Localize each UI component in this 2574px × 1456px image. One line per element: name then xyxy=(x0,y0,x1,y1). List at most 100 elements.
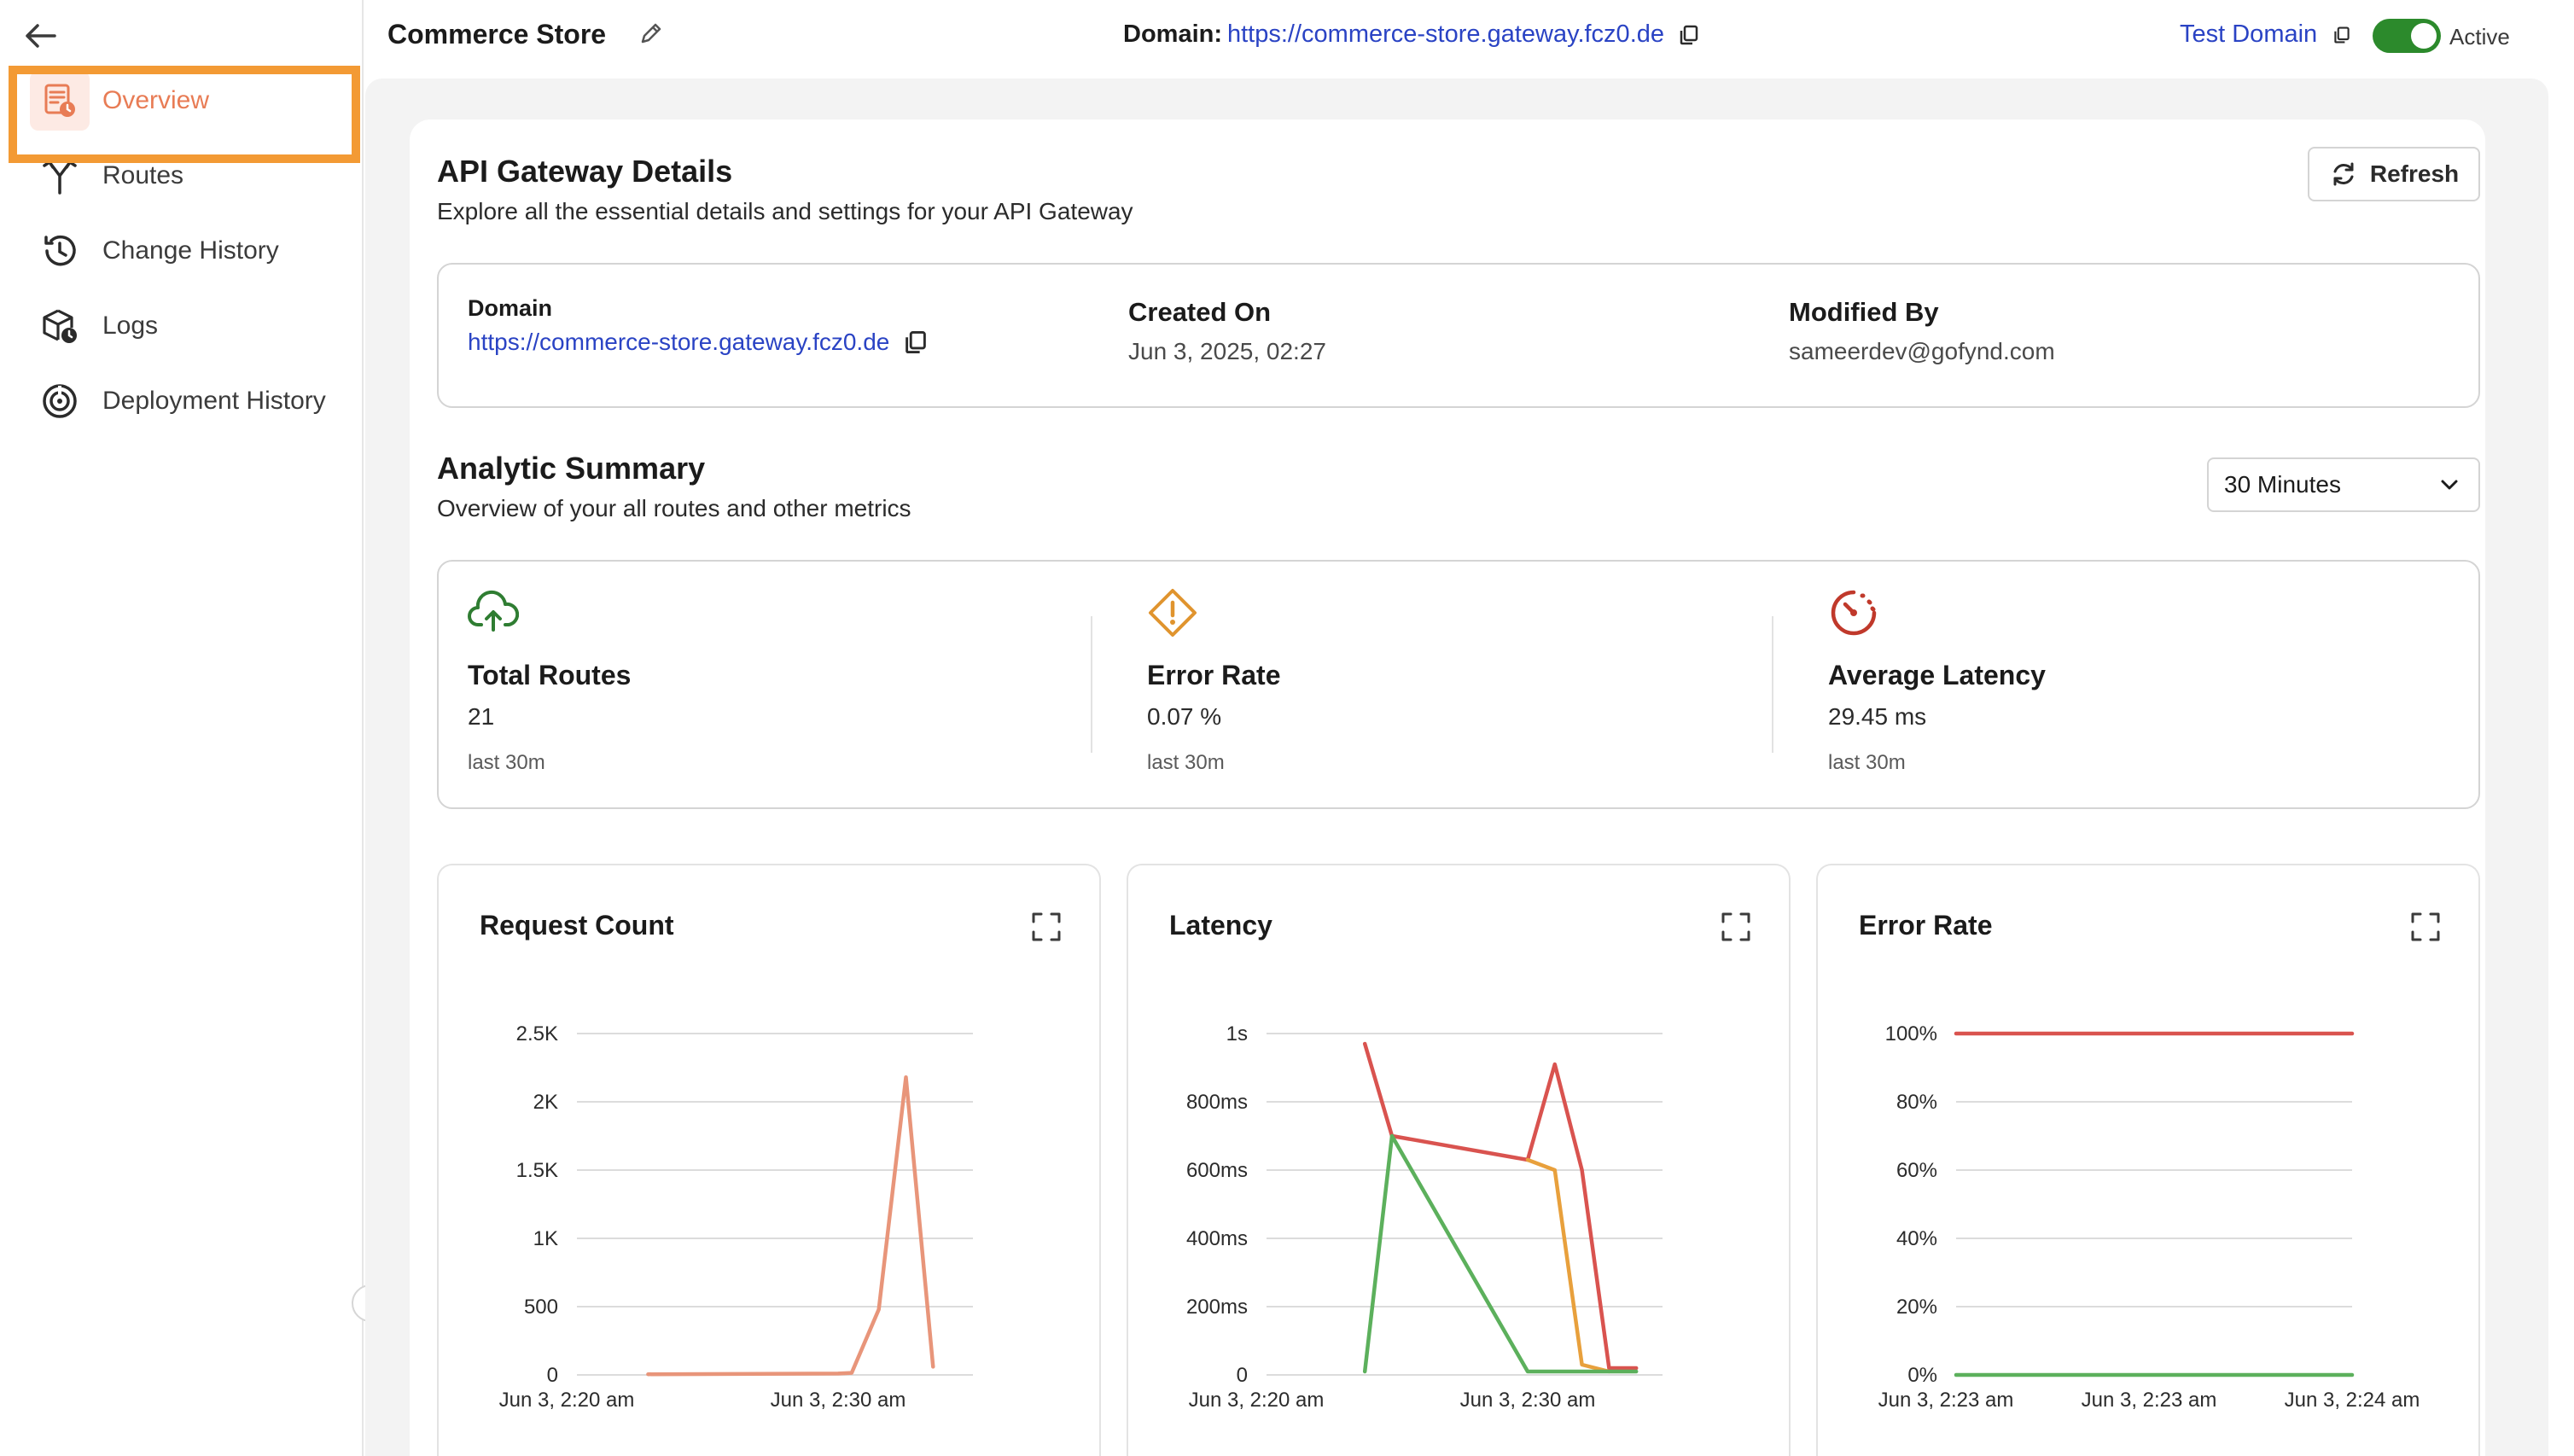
metric-title: Total Routes xyxy=(468,660,632,690)
y-tick-label: 1.5K xyxy=(516,1159,558,1182)
chart-card-request-count: Request Count 0 500 1K 1.5K 2K 2.5K Jun 3, 2:2… xyxy=(437,864,1101,1456)
sidebar-item-overview[interactable]: Overview xyxy=(0,63,364,138)
overview-icon xyxy=(30,71,90,131)
analytics-subtitle: Overview of your all routes and other me… xyxy=(437,495,911,521)
y-tick-label: 0 xyxy=(1237,1364,1248,1387)
detail-created-value: Jun 3, 2025, 02:27 xyxy=(1128,338,1326,364)
sidebar-item-deployment-history[interactable]: Deployment History xyxy=(0,364,364,439)
x-tick-label: Jun 3, 2:20 am xyxy=(499,1389,635,1412)
copy-domain-button[interactable] xyxy=(1676,22,1702,48)
metric-error-rate: Error Rate 0.07 % last 30m xyxy=(1147,587,1744,792)
refresh-button[interactable]: Refresh xyxy=(2308,147,2480,201)
detail-domain-link[interactable]: https://commerce-store.gateway.fcz0.de xyxy=(468,329,890,355)
refresh-label: Refresh xyxy=(2369,160,2460,187)
y-tick-label: 800ms xyxy=(1186,1091,1248,1114)
detail-modified-label: Modified By xyxy=(1789,297,1939,327)
time-range-select[interactable]: 30 Minutes xyxy=(2207,457,2480,512)
y-tick-label: 600ms xyxy=(1186,1159,1248,1182)
chart-title: Request Count xyxy=(480,910,674,941)
status-toggle[interactable] xyxy=(2373,19,2441,53)
history-icon xyxy=(41,232,79,270)
x-tick-label: Jun 3, 2:23 am xyxy=(2082,1389,2217,1412)
chevron-down-icon xyxy=(2441,480,2458,490)
sidebar: Overview Routes Change History xyxy=(0,0,364,1456)
sidebar-item-label: Logs xyxy=(102,312,159,340)
error-rate-chart: 0% 20% 40% 60% 80% 100% Jun 3, 2:23 am Jun 3, 2… xyxy=(1878,1022,2420,1412)
metric-period: last 30m xyxy=(468,751,545,774)
y-tick-label: 200ms xyxy=(1186,1296,1248,1319)
y-tick-label: 1s xyxy=(1226,1022,1248,1045)
top-bar: Commerce Store Domain: https://commerce-… xyxy=(365,0,2548,73)
header-domain-link[interactable]: https://commerce-store.gateway.fcz0.de xyxy=(1227,20,1665,48)
y-tick-label: 40% xyxy=(1896,1227,1937,1250)
metric-period: last 30m xyxy=(1147,751,1225,774)
detail-domain-label: Domain xyxy=(468,295,553,321)
sidebar-item-label: Deployment History xyxy=(102,387,326,415)
sidebar-item-label: Change History xyxy=(102,236,279,265)
metric-divider xyxy=(1772,616,1773,753)
chart-title: Error Rate xyxy=(1859,910,1993,941)
detail-created: Created On Jun 3, 2025, 02:27 xyxy=(1128,297,1326,365)
metrics-box: Total Routes 21 last 30m Error Rate 0.07… xyxy=(437,560,2480,809)
y-tick-label: 400ms xyxy=(1186,1227,1248,1250)
details-box: Domain https://commerce-store.gateway.fc… xyxy=(437,263,2480,408)
routes-icon xyxy=(41,157,79,195)
y-tick-label: 0% xyxy=(1907,1364,1937,1387)
series-line-p50 xyxy=(1362,1133,1639,1374)
x-tick-label: Jun 3, 2:20 am xyxy=(1189,1389,1325,1412)
warning-diamond-icon xyxy=(1149,589,1197,637)
series-line-p90 xyxy=(1525,1157,1611,1374)
y-tick-label: 2K xyxy=(533,1091,558,1114)
expand-icon[interactable] xyxy=(1721,911,1751,942)
sidebar-item-label: Routes xyxy=(102,161,184,189)
request-count-chart: 0 500 1K 1.5K 2K 2.5K Jun 3, 2:20 am Jun 3, 2:3… xyxy=(499,1022,973,1412)
copy-icon xyxy=(906,331,927,353)
deployment-icon xyxy=(41,382,79,420)
y-tick-label: 100% xyxy=(1885,1022,1937,1045)
sidebar-item-label: Overview xyxy=(102,86,210,114)
expand-icon[interactable] xyxy=(2410,911,2441,942)
pencil-icon xyxy=(641,23,661,44)
status-label: Active xyxy=(2449,24,2510,50)
x-tick-label: Jun 3, 2:30 am xyxy=(1460,1389,1596,1412)
store-name: Commerce Store xyxy=(387,19,607,50)
y-tick-label: 2.5K xyxy=(516,1022,558,1045)
back-button[interactable] xyxy=(19,17,60,55)
series-line-requests xyxy=(646,1075,935,1377)
series-line-p99 xyxy=(1362,1041,1639,1371)
detail-domain-value: https://commerce-store.gateway.fcz0.de xyxy=(468,329,929,356)
expand-icon[interactable] xyxy=(1031,911,1062,942)
latency-chart: 0 200ms 400ms 600ms 800ms 1s Jun 3, 2:20 am Jun… xyxy=(1186,1022,1663,1412)
time-range-value: 30 Minutes xyxy=(2224,471,2341,498)
y-tick-label: 20% xyxy=(1896,1296,1937,1319)
sidebar-nav: Overview Routes Change History xyxy=(0,63,364,439)
test-domain-link[interactable]: Test Domain xyxy=(2180,20,2355,49)
test-domain-label: Test Domain xyxy=(2180,20,2318,48)
edit-name-button[interactable] xyxy=(638,20,667,50)
cloud-upload-icon xyxy=(468,590,520,632)
y-tick-label: 1K xyxy=(533,1227,558,1250)
sidebar-item-logs[interactable]: Logs xyxy=(0,288,364,364)
copy-test-domain-button[interactable] xyxy=(2329,22,2355,48)
arrow-left-icon xyxy=(26,24,56,48)
sidebar-item-change-history[interactable]: Change History xyxy=(0,213,364,288)
detail-domain: Domain https://commerce-store.gateway.fc… xyxy=(468,295,929,356)
detail-modified-value: sameerdev@gofynd.com xyxy=(1789,338,2055,364)
chart-card-latency: Latency 0 200ms 400ms 600ms 800ms 1s Jun 3, 2:… xyxy=(1127,864,1791,1456)
y-tick-label: 60% xyxy=(1896,1159,1937,1182)
metric-title: Average Latency xyxy=(1828,660,2046,690)
header-domain-label: Domain: xyxy=(1123,20,1222,48)
copy-detail-domain-button[interactable] xyxy=(903,329,929,355)
detail-modified: Modified By sameerdev@gofynd.com xyxy=(1789,297,2055,365)
copy-icon xyxy=(2334,26,2350,44)
header-domain: Domain: https://commerce-store.gateway.f… xyxy=(1123,20,1702,49)
analytics-title: Analytic Summary xyxy=(437,451,706,486)
x-tick-label: Jun 3, 2:23 am xyxy=(1878,1389,2014,1412)
metric-period: last 30m xyxy=(1828,751,1906,774)
y-tick-label: 500 xyxy=(524,1296,558,1319)
metric-value: 29.45 ms xyxy=(1828,703,1927,730)
detail-created-label: Created On xyxy=(1128,297,1272,327)
y-tick-label: 0 xyxy=(547,1364,558,1387)
sidebar-item-routes[interactable]: Routes xyxy=(0,138,364,213)
metric-value: 0.07 % xyxy=(1147,703,1222,730)
